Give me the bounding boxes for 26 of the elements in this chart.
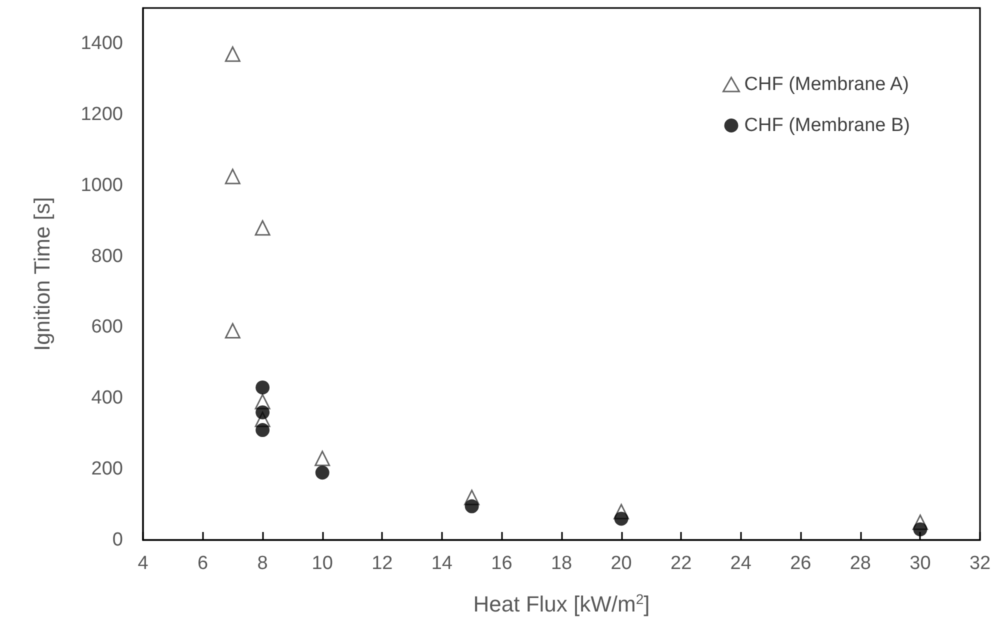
legend-label: CHF (Membrane B) bbox=[744, 115, 910, 136]
x-tick-label: 32 bbox=[969, 553, 991, 574]
y-tick-label: 200 bbox=[91, 458, 123, 480]
x-tick-label: 28 bbox=[850, 553, 871, 574]
x-tick-label: 10 bbox=[312, 553, 333, 574]
y-tick-label: 0 bbox=[112, 530, 123, 550]
y-axis-title: Ignition Time [s] bbox=[30, 196, 54, 352]
x-tick-label: 16 bbox=[491, 553, 512, 574]
y-tick-label: 1200 bbox=[80, 104, 123, 125]
legend-label: CHF (Membrane A) bbox=[744, 74, 909, 95]
x-tick-label: 14 bbox=[431, 553, 453, 574]
y-tick-label: 1400 bbox=[80, 32, 123, 54]
x-tick-label: 24 bbox=[730, 553, 752, 574]
x-tick-label: 20 bbox=[610, 553, 632, 574]
y-tick-label: 600 bbox=[91, 316, 123, 338]
x-tick-label: 4 bbox=[138, 553, 149, 574]
x-tick-label: 18 bbox=[550, 553, 572, 574]
x-tick-label: 26 bbox=[790, 553, 812, 574]
y-tick-label: 400 bbox=[91, 388, 123, 409]
x-tick-label: 8 bbox=[257, 553, 268, 574]
x-tick-label: 22 bbox=[670, 553, 692, 574]
x-tick-label: 6 bbox=[197, 553, 208, 574]
x-tick-label: 30 bbox=[910, 553, 931, 574]
x-tick-label: 12 bbox=[372, 553, 393, 574]
y-tick-label: 800 bbox=[91, 246, 123, 267]
y-tick-label: 1000 bbox=[80, 174, 123, 196]
